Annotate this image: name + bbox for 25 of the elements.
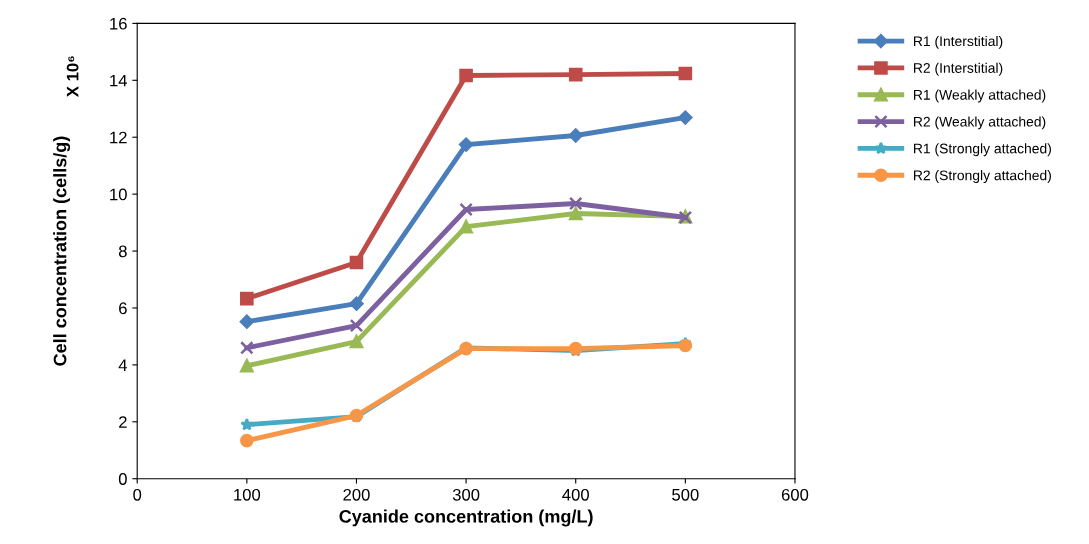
y-tick-label: 16 — [110, 17, 127, 30]
legend-label: R2 (Strongly attached) — [914, 170, 1051, 184]
y-tick-label: 6 — [119, 302, 127, 315]
legend-label: R2 (Interstitial) — [914, 62, 1003, 76]
x-tick-label: 400 — [562, 488, 589, 501]
x-axis-title: Cyanide concentration (mg/L) — [339, 509, 593, 527]
text: X 10⁶ — [66, 56, 79, 97]
y-tick-label: 12 — [110, 131, 127, 144]
x-tick-label: 200 — [343, 488, 370, 501]
x-tick-label: 300 — [452, 488, 480, 501]
y-tick-label: 10 — [110, 188, 127, 201]
y-tick-label: 4 — [118, 359, 127, 371]
legend-label: R1 (Interstitial) — [914, 35, 1003, 49]
legend-label: R1 (Strongly attached) — [914, 143, 1051, 157]
x-tick-label: 0 — [133, 488, 142, 501]
y-tick-label: 8 — [118, 245, 127, 258]
x-tick-label: 100 — [234, 488, 261, 501]
y-axis-title: Cell concentration (cells/g) — [53, 136, 71, 366]
y-tick-label: 2 — [119, 416, 127, 428]
x-tick-label: 500 — [672, 488, 699, 501]
legend-label: R1 (Weakly attached) — [914, 89, 1046, 103]
legend-label: R2 (Weakly attached) — [914, 116, 1046, 130]
y-tick-label: 14 — [110, 74, 128, 87]
x-tick-label: 600 — [781, 488, 809, 501]
y-tick-label: 0 — [118, 473, 127, 485]
